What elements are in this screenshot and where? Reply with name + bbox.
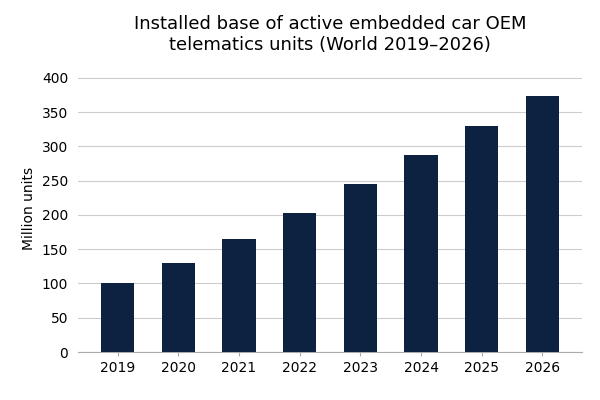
Bar (283, 214, 316, 352)
Title: Installed base of active embedded car OEM
telematics units (World 2019–2026): Installed base of active embedded car OE… (134, 15, 526, 54)
Bar (161, 263, 195, 352)
Bar (344, 184, 377, 352)
Bar (222, 239, 256, 352)
Bar (101, 283, 134, 352)
Y-axis label: Million units: Million units (22, 166, 37, 250)
Bar (404, 155, 438, 352)
Bar (526, 96, 559, 352)
Bar (465, 126, 499, 352)
